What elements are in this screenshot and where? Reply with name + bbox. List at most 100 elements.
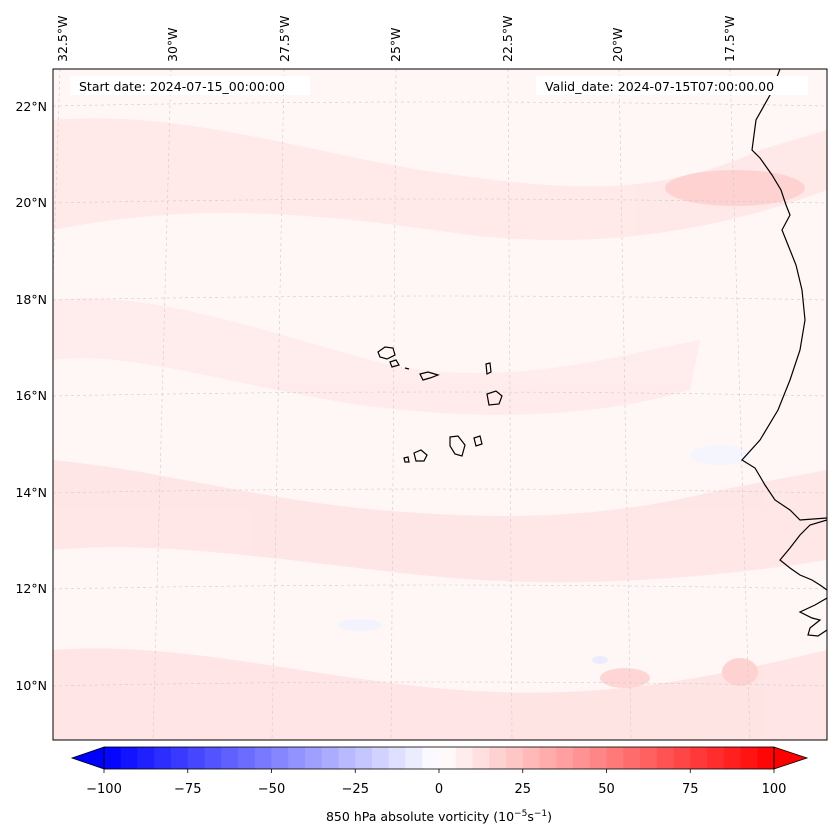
colorbar-tick-label: −25 xyxy=(342,782,369,797)
island-boa-vista xyxy=(486,390,503,406)
vorticity-max-south xyxy=(600,668,650,688)
island-santiago xyxy=(449,435,466,457)
colorbar-cells xyxy=(104,747,775,769)
island-santo-antao xyxy=(377,346,396,360)
colorbar-cell xyxy=(187,747,205,769)
africa-coastline-guinea xyxy=(798,597,827,637)
colorbar-cell xyxy=(104,747,122,769)
colorbar-cell xyxy=(640,747,658,769)
colorbar-cell xyxy=(388,747,406,769)
vorticity-band-north xyxy=(53,118,827,240)
colorbar-tick-label: −100 xyxy=(86,782,122,797)
colorbar-cell xyxy=(305,747,323,769)
colorbar-cell xyxy=(321,747,339,769)
island-sal xyxy=(485,362,492,375)
colorbar-cell xyxy=(489,747,507,769)
vorticity-min-patch-3 xyxy=(690,445,750,465)
vorticity-band-mid xyxy=(53,298,700,415)
colorbar-cell xyxy=(338,747,356,769)
colorbar-cell xyxy=(757,747,775,769)
colorbar-cell xyxy=(254,747,272,769)
lat-label-16n: 16°N xyxy=(15,388,47,403)
vorticity-contours xyxy=(53,118,827,740)
lon-label-30w: 30°W xyxy=(165,27,180,62)
colorbar-tick-label: −75 xyxy=(174,782,201,797)
coastlines xyxy=(377,69,827,637)
colorbar-tick-label: 0 xyxy=(435,782,443,797)
colorbar-tick-label: 100 xyxy=(762,782,787,797)
start-date-label: Start date: 2024-07-15_00:00:00 xyxy=(79,79,285,94)
colorbar-cell xyxy=(372,747,390,769)
lat-label-22n: 22°N xyxy=(15,99,47,114)
colorbar-cell xyxy=(723,747,741,769)
colorbar-label: 850 hPa absolute vorticity (10−5s−1) xyxy=(326,809,552,824)
valid-date-label: Valid_date: 2024-07-15T07:00:00.00 xyxy=(545,79,774,94)
island-sao-nicolau xyxy=(419,371,440,381)
island-brava xyxy=(403,456,410,463)
colorbar-cell xyxy=(606,747,624,769)
island-fogo xyxy=(413,449,428,462)
valid-date-box xyxy=(536,76,808,95)
lat-label-12n: 12°N xyxy=(15,581,47,596)
colorbar-cell xyxy=(154,747,172,769)
colorbar-tick-label: 50 xyxy=(598,782,615,797)
vorticity-band-south xyxy=(53,460,827,583)
island-santa-luzia xyxy=(404,367,410,370)
map-panel: Start date: 2024-07-15_00:00:00 Valid_da… xyxy=(53,69,827,740)
colorbar-cell xyxy=(439,747,457,769)
colorbar-cell xyxy=(204,747,222,769)
map-frame xyxy=(52,68,828,741)
colorbar-cell xyxy=(539,747,557,769)
colorbar-cell xyxy=(238,747,256,769)
colorbar-cell xyxy=(405,747,423,769)
colorbar-cell xyxy=(623,747,641,769)
colorbar-cell xyxy=(589,747,607,769)
vorticity-min-patch-2 xyxy=(338,619,382,631)
colorbar: −100 −75 −50 −25 0 25 50 75 100 850 hPa absolute… xyxy=(70,746,809,824)
colorbar-cell xyxy=(288,747,306,769)
lon-label-32-5w: 32.5°W xyxy=(55,16,70,62)
latitude-labels: 22°N 20°N 18°N 16°N 14°N 12°N 10°N xyxy=(15,99,47,693)
colorbar-cell xyxy=(137,747,155,769)
colorbar-cell xyxy=(271,747,289,769)
colorbar-cell xyxy=(422,747,440,769)
colorbar-min-extend xyxy=(70,746,105,770)
colorbar-cell xyxy=(573,747,591,769)
africa-coastline xyxy=(741,69,827,521)
vorticity-max-coast xyxy=(665,170,805,206)
colorbar-cell xyxy=(221,747,239,769)
colorbar-cell xyxy=(556,747,574,769)
lon-label-20w: 20°W xyxy=(610,27,625,62)
lon-label-25w: 25°W xyxy=(388,27,403,62)
colorbar-cell xyxy=(171,747,189,769)
vorticity-min-patch xyxy=(592,656,608,664)
lon-label-22-5w: 22.5°W xyxy=(500,16,515,62)
graticule xyxy=(53,69,827,740)
island-sao-vicente xyxy=(389,359,400,368)
colorbar-cell xyxy=(472,747,490,769)
colorbar-max-extend xyxy=(773,746,809,770)
lon-label-17-5w: 17.5°W xyxy=(722,16,737,62)
colorbar-cell xyxy=(656,747,674,769)
colorbar-cell xyxy=(355,747,373,769)
vorticity-band-far-south xyxy=(53,648,827,740)
colorbar-ticks: −100 −75 −50 −25 0 25 50 75 100 xyxy=(86,769,786,797)
colorbar-cell xyxy=(673,747,691,769)
island-maio xyxy=(473,435,483,447)
colorbar-tick-label: 25 xyxy=(514,782,531,797)
colorbar-tick-label: −50 xyxy=(258,782,285,797)
start-date-box xyxy=(70,76,310,95)
colorbar-cell xyxy=(707,747,725,769)
vorticity-max-south-2 xyxy=(722,658,758,686)
colorbar-cell xyxy=(740,747,758,769)
lat-label-14n: 14°N xyxy=(15,485,47,500)
lon-label-27-5w: 27.5°W xyxy=(277,16,292,62)
colorbar-cell xyxy=(506,747,524,769)
lat-label-10n: 10°N xyxy=(15,678,47,693)
colorbar-cell xyxy=(522,747,540,769)
lat-label-18n: 18°N xyxy=(15,292,47,307)
colorbar-tick-label: 75 xyxy=(682,782,699,797)
colorbar-cell xyxy=(690,747,708,769)
colorbar-cell xyxy=(455,747,473,769)
